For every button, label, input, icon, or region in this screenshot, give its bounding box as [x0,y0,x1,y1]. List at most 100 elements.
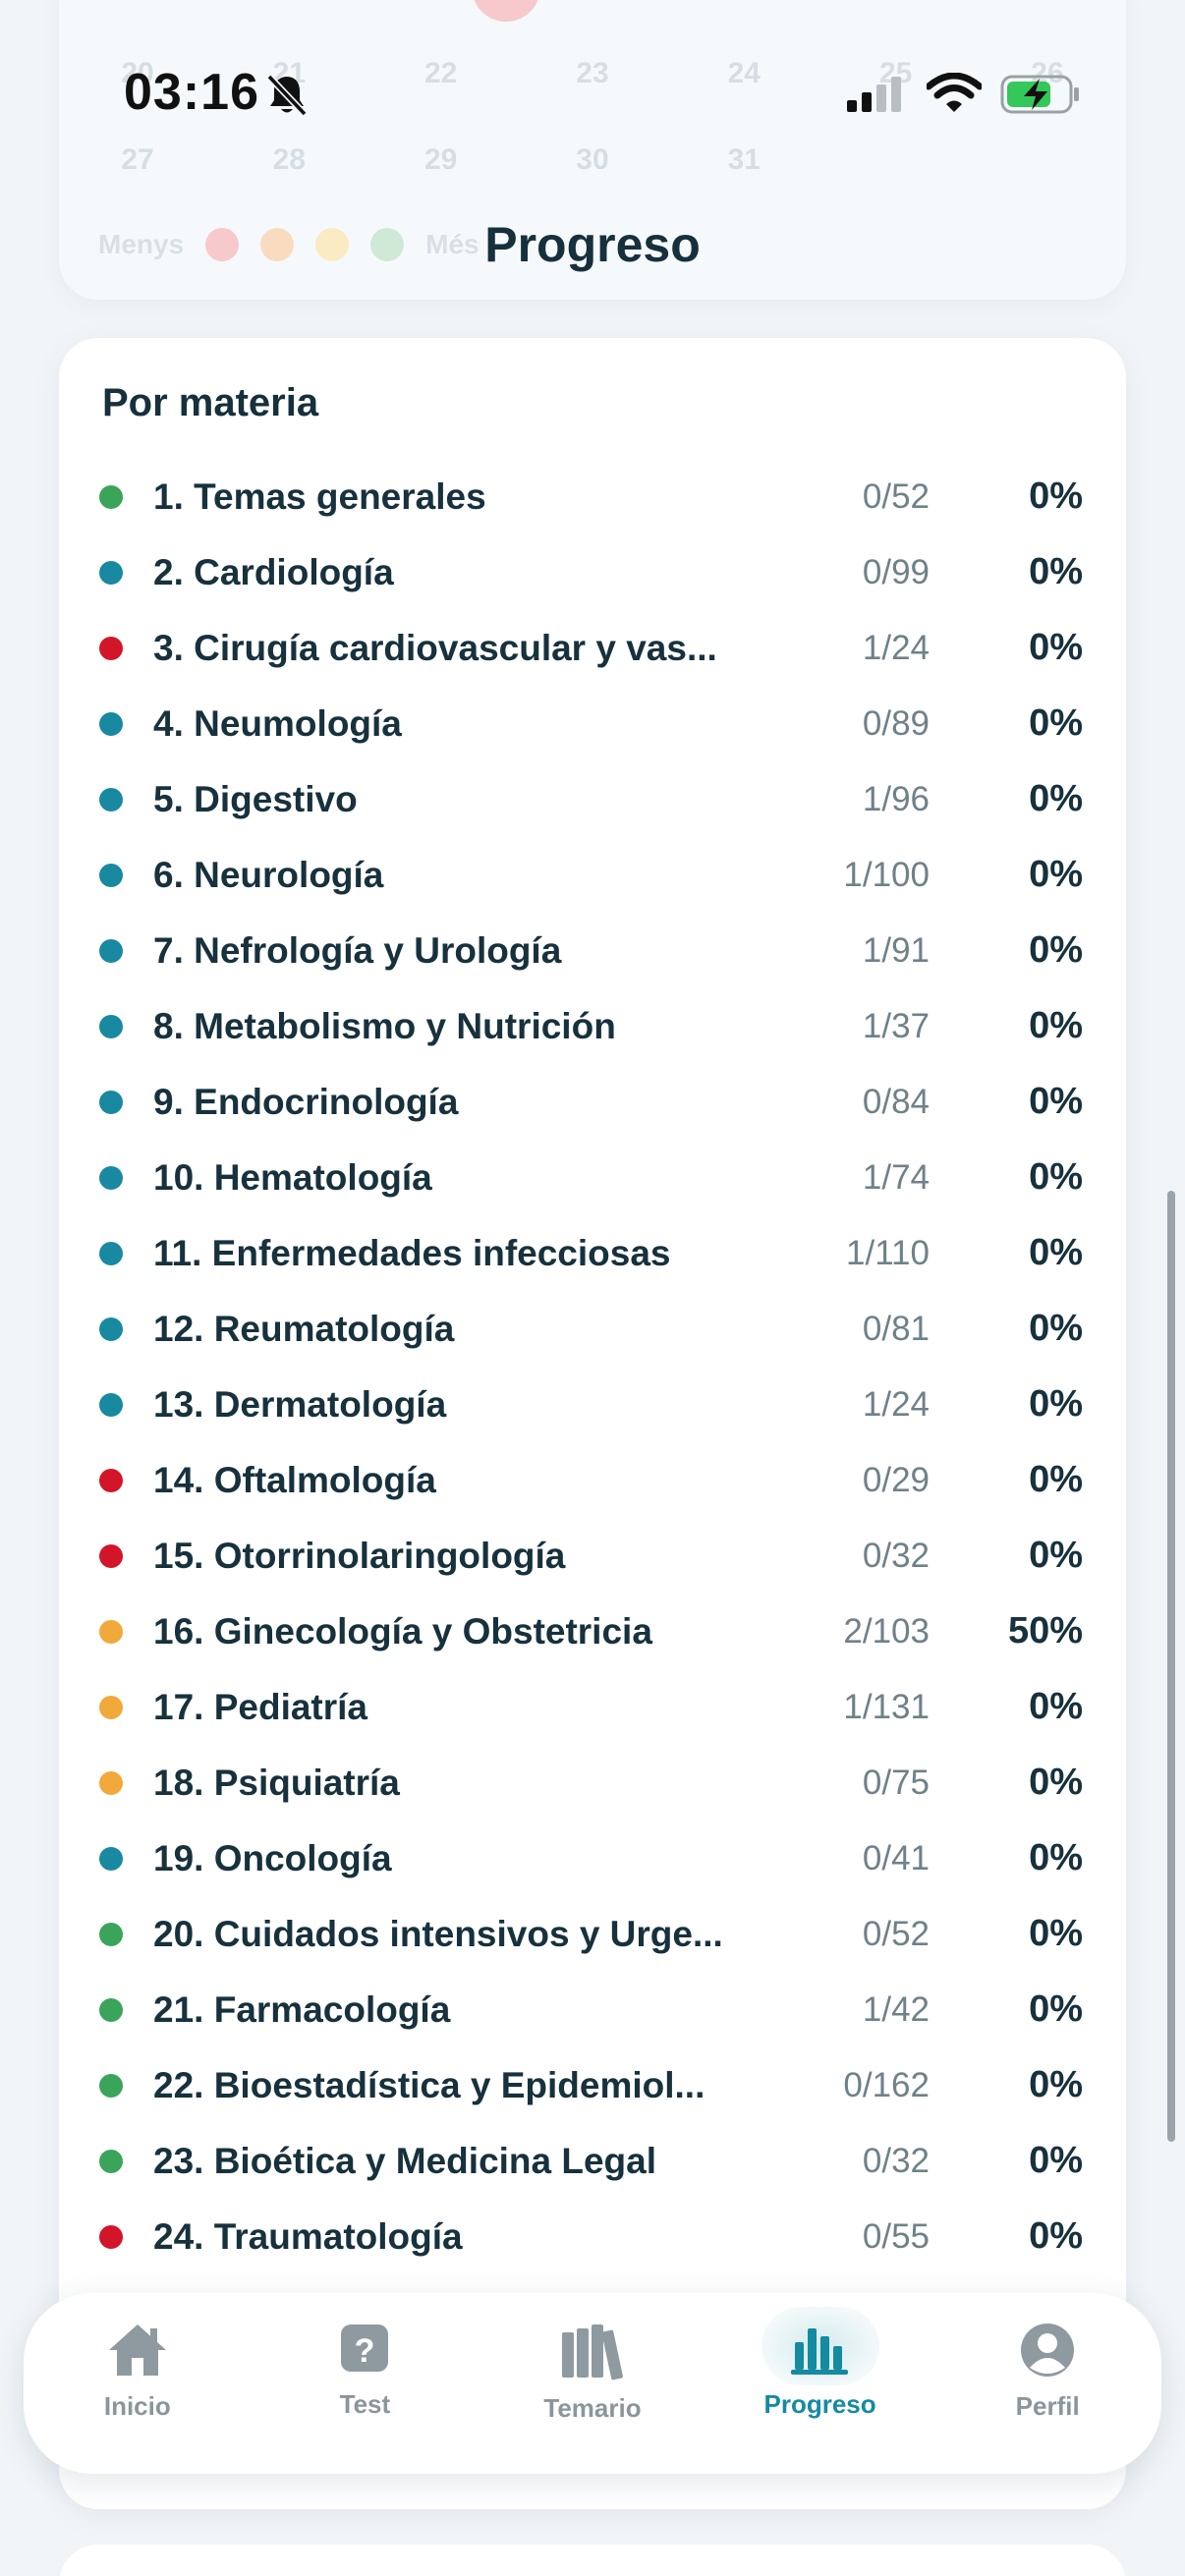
subject-percent: 0% [1029,1988,1083,2030]
subject-name: 6. Neurología [153,854,384,895]
subject-row[interactable]: 18. Psiquiatría 0/75 0% [59,1745,1126,1820]
cellular-signal-icon [847,77,901,112]
tab-test[interactable]: ? Test [252,2293,480,2474]
calendar-day[interactable]: 20 [121,57,154,89]
svg-text:?: ? [355,2332,375,2370]
subject-row[interactable]: 6. Neurología 1/100 0% [59,837,1126,913]
subject-row[interactable]: 17. Pediatría 1/131 0% [59,1669,1126,1745]
subject-count: 0/52 [862,1914,930,1953]
subject-name: 12. Reumatología [153,1308,455,1349]
subject-row[interactable]: 10. Hematología 1/74 0% [59,1140,1126,1215]
subject-name: 23. Bioética y Medicina Legal [153,2140,657,2181]
subject-row[interactable]: 12. Reumatología 0/81 0% [59,1291,1126,1367]
subject-count: 2/103 [843,1611,930,1651]
subject-percent: 0% [1029,476,1083,517]
subject-count: 1/24 [862,628,930,667]
subject-count: 1/24 [862,1384,930,1424]
status-dot [99,560,123,585]
calendar-day[interactable] [1008,143,1087,177]
calendar-day[interactable]: 27 [121,143,154,176]
subject-row[interactable]: 3. Cirugía cardiovascular y vas... 1/24 0% [59,610,1126,686]
scroll-indicator[interactable] [1167,1191,1175,2142]
subject-row[interactable]: 22. Bioestadística y Epidemiol... 0/162 0% [59,2047,1126,2123]
subject-percent: 0% [1029,929,1083,971]
subject-row[interactable]: 19. Oncología 0/41 0% [59,1820,1126,1896]
subject-row[interactable]: 20. Cuidados intensivos y Urge... 0/52 0% [59,1896,1126,1972]
subject-row[interactable]: 7. Nefrología y Urología 1/91 0% [59,913,1126,988]
status-dot [99,1392,123,1417]
subject-name: 22. Bioestadística y Epidemiol... [153,2064,705,2105]
subject-row[interactable]: 15. Otorrinolaringología 0/32 0% [59,1518,1126,1594]
subject-percent: 0% [1029,778,1083,819]
status-dot [99,711,123,736]
subject-percent: 0% [1029,1232,1083,1273]
subject-count: 0/84 [862,1082,930,1121]
page-title: Progreso [484,217,701,272]
subject-percent: 0% [1029,854,1083,895]
next-card-peek [59,2545,1126,2576]
tab-progreso[interactable]: Progreso [706,2293,934,2474]
status-dot [99,1543,123,1568]
calendar-day[interactable]: 30 [576,143,609,176]
subject-percent: 0% [1029,1005,1083,1046]
tab-label: Perfil [1015,2391,1080,2421]
subject-percent: 0% [1029,2215,1083,2257]
calendar-day[interactable]: 23 [576,57,609,89]
calendar-day[interactable]: 31 [727,143,761,176]
status-dot [99,938,123,963]
calendar-day[interactable]: 22 [423,57,458,89]
calendar-day[interactable] [857,143,935,177]
subject-row[interactable]: 21. Farmacología 1/42 0% [59,1972,1126,2047]
subject-count: 0/32 [862,2141,930,2180]
subject-percent: 0% [1029,702,1083,744]
tab-perfil[interactable]: Perfil [933,2293,1161,2474]
subject-name: 3. Cirugía cardiovascular y vas... [153,627,717,668]
subject-row[interactable]: 9. Endocrinología 0/84 0% [59,1064,1126,1140]
subject-count: 1/37 [862,1006,930,1045]
status-dot [99,2149,123,2173]
legend-swatch-yellow [315,228,350,261]
status-dot [99,1468,123,1492]
status-dot [99,1997,123,2022]
subject-row[interactable]: 8. Metabolismo y Nutrición 1/37 0% [59,988,1126,1064]
calendar-day[interactable]: 24 [727,57,761,89]
status-dot [99,2224,123,2249]
legend-less-label: Menys [98,229,185,259]
subject-count: 0/75 [862,1763,930,1802]
subject-row[interactable]: 1. Temas generales 0/52 0% [59,459,1126,534]
status-dot [99,863,123,887]
calendar-day[interactable]: 29 [423,143,458,176]
bell-muted-icon [266,74,308,117]
subject-name: 13. Dermatología [153,1383,447,1425]
subject-percent: 0% [1029,2064,1083,2105]
card-heading: Por materia [102,381,319,424]
subject-row[interactable]: 11. Enfermedades infecciosas 1/110 0% [59,1215,1126,1291]
status-dot [99,484,123,509]
subject-row[interactable]: 16. Ginecología y Obstetricia 2/103 50% [59,1594,1126,1669]
subject-count: 0/81 [862,1309,930,1348]
status-time: 03:16 [124,64,259,121]
subject-count: 0/52 [862,476,930,516]
bar-chart-icon [790,2328,848,2375]
subject-row[interactable]: 4. Neumología 0/89 0% [59,686,1126,761]
tab-temario[interactable]: Temario [479,2293,706,2474]
status-dot [99,1014,123,1038]
subject-count: 0/162 [843,2065,930,2104]
subject-percent: 0% [1029,627,1083,668]
subject-percent: 0% [1029,1383,1083,1425]
subject-row[interactable]: 14. Oftalmología 0/29 0% [59,1442,1126,1518]
subject-row[interactable]: 13. Dermatología 1/24 0% [59,1367,1126,1442]
subject-row[interactable]: 5. Digestivo 1/96 0% [59,761,1126,837]
subject-percent: 0% [1029,551,1083,592]
subject-count: 1/74 [862,1157,930,1197]
tab-bar: Inicio ? Test Temario Progreso [24,2293,1161,2474]
subject-row[interactable]: 2. Cardiología 0/99 0% [59,534,1126,610]
status-dot [99,787,123,812]
tab-inicio[interactable]: Inicio [24,2293,252,2474]
subject-name: 14. Oftalmología [153,1459,436,1500]
subject-percent: 0% [1029,1459,1083,1500]
subject-row[interactable]: 23. Bioética y Medicina Legal 0/32 0% [59,2123,1126,2199]
subject-row[interactable]: 24. Traumatología 0/55 0% [59,2199,1126,2274]
home-icon [108,2324,166,2376]
calendar-day[interactable]: 28 [272,143,307,176]
